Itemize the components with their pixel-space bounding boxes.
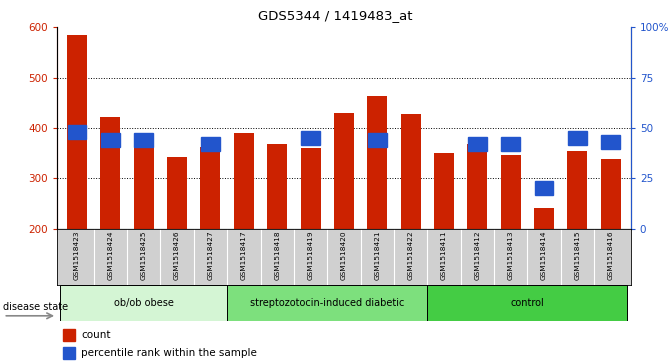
Text: GSM1518412: GSM1518412	[474, 231, 480, 280]
Text: disease state: disease state	[3, 302, 68, 312]
Bar	[601, 135, 620, 149]
Text: GSM1518416: GSM1518416	[608, 231, 614, 280]
Text: GSM1518419: GSM1518419	[307, 231, 313, 280]
Bar	[534, 208, 554, 229]
Bar	[468, 137, 486, 151]
Bar	[427, 285, 627, 321]
Text: GDS5344 / 1419483_at: GDS5344 / 1419483_at	[258, 9, 413, 22]
Text: GSM1518426: GSM1518426	[174, 231, 180, 280]
Bar	[68, 125, 87, 139]
Bar	[60, 285, 227, 321]
Text: GSM1518415: GSM1518415	[574, 231, 580, 280]
Text: ob/ob obese: ob/ob obese	[114, 298, 174, 308]
Bar	[134, 133, 153, 147]
Text: GSM1518418: GSM1518418	[274, 231, 280, 280]
Bar	[501, 155, 521, 229]
Text: GSM1518417: GSM1518417	[241, 231, 247, 280]
Bar	[401, 114, 421, 229]
Text: GSM1518423: GSM1518423	[74, 231, 80, 280]
Text: GSM1518420: GSM1518420	[341, 231, 347, 280]
Bar	[467, 144, 487, 229]
Bar	[201, 137, 220, 151]
Text: GSM1518413: GSM1518413	[508, 231, 514, 280]
Bar	[63, 329, 75, 341]
Bar	[101, 117, 120, 229]
Bar	[267, 144, 287, 229]
Text: GSM1518411: GSM1518411	[441, 231, 447, 280]
Text: GSM1518427: GSM1518427	[207, 231, 213, 280]
Bar	[301, 131, 320, 145]
Bar	[334, 113, 354, 229]
Text: streptozotocin-induced diabetic: streptozotocin-induced diabetic	[250, 298, 405, 308]
Text: GSM1518425: GSM1518425	[141, 231, 147, 280]
Bar	[67, 35, 87, 229]
Text: control: control	[511, 298, 544, 308]
Bar	[535, 182, 554, 195]
Bar	[568, 151, 587, 229]
Text: percentile rank within the sample: percentile rank within the sample	[81, 348, 257, 358]
Bar	[367, 96, 387, 229]
Text: GSM1518421: GSM1518421	[374, 231, 380, 280]
Bar	[434, 153, 454, 229]
Bar	[201, 147, 221, 229]
Text: GSM1518414: GSM1518414	[541, 231, 547, 280]
Bar	[134, 139, 154, 229]
Bar	[101, 133, 119, 147]
Text: GSM1518424: GSM1518424	[107, 231, 113, 280]
Bar	[301, 148, 321, 229]
Bar	[368, 133, 386, 147]
Text: GSM1518422: GSM1518422	[407, 231, 413, 280]
Bar	[234, 133, 254, 229]
Bar	[601, 159, 621, 229]
Bar	[63, 347, 75, 359]
Bar	[568, 131, 586, 145]
Bar	[501, 137, 520, 151]
Text: count: count	[81, 330, 111, 340]
Bar	[227, 285, 427, 321]
Bar	[167, 157, 187, 229]
